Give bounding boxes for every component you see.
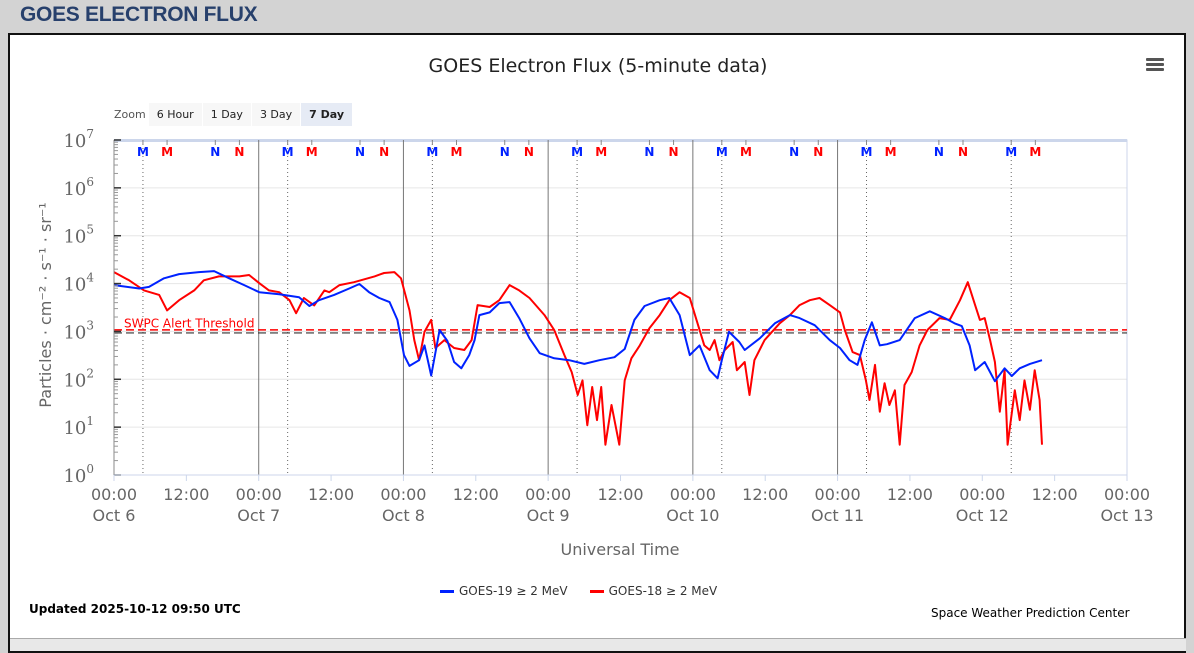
x-tick-time: 00:00 (959, 485, 1005, 504)
marker-n: N (934, 145, 944, 159)
zoom-1-day-button[interactable]: 1 Day (202, 103, 251, 126)
chart-title: GOES Electron Flux (5-minute data) (429, 55, 768, 77)
marker-m: M (426, 145, 438, 159)
x-tick-time: 00:00 (815, 485, 861, 504)
marker-m: M (885, 145, 897, 159)
x-tick-date: Oct 10 (666, 506, 719, 525)
x-tick-time: 00:00 (1104, 485, 1150, 504)
series-line-goes18 (113, 271, 1043, 446)
x-tick-time: 00:00 (236, 485, 282, 504)
updated-timestamp: Updated 2025-10-12 09:50 UTC (29, 602, 241, 616)
zoom-selector: Zoom 6 Hour 1 Day 3 Day 7 Day (114, 103, 353, 126)
marker-m: M (716, 145, 728, 159)
page-title: GOES ELECTRON FLUX (20, 3, 258, 26)
threshold-label: SWPC Alert Threshold (124, 316, 254, 330)
bottom-tab-strip (10, 638, 1186, 651)
x-tick-time: 00:00 (525, 485, 571, 504)
x-axis: 00:00 Oct 6 12:00 00:00 Oct 7 12:00 00:00 Oct 8… (91, 474, 1154, 525)
marker-n: N (789, 145, 799, 159)
x-tick-date: Oct 7 (237, 506, 280, 525)
y-tick-label: 101 (63, 414, 94, 439)
marker-m: M (1005, 145, 1017, 159)
legend: GOES-19 ≥ 2 MeV GOES-18 ≥ 2 MeV (440, 584, 739, 598)
marker-m: M (282, 145, 294, 159)
vertical-lines (142, 140, 1012, 475)
credit-text: Space Weather Prediction Center (931, 606, 1130, 620)
x-tick-time: 12:00 (1032, 485, 1078, 504)
marker-n: N (958, 145, 968, 159)
x-tick-time: 12:00 (887, 485, 933, 504)
x-tick-date: Oct 8 (382, 506, 425, 525)
y-tick-label: 106 (63, 175, 94, 200)
x-tick-date: Oct 9 (527, 506, 570, 525)
marker-m: M (306, 145, 318, 159)
marker-m: M (595, 145, 607, 159)
x-tick-time: 12:00 (597, 485, 643, 504)
marker-n: N (210, 145, 220, 159)
x-tick-time: 00:00 (380, 485, 426, 504)
x-tick-time: 12:00 (308, 485, 354, 504)
marker-n: N (669, 145, 679, 159)
zoom-6-hour-button[interactable]: 6 Hour (148, 103, 202, 126)
legend-item-goes18[interactable]: GOES-18 ≥ 2 MeV (589, 584, 718, 598)
x-tick-date: Oct 6 (93, 506, 136, 525)
series-group (113, 270, 1043, 446)
hamburger-menu-icon[interactable] (1146, 58, 1164, 72)
y-tick-label: 105 (63, 223, 94, 248)
y-axis-label: Particles · cm⁻² · s⁻¹ · sr⁻¹ (36, 202, 55, 407)
y-axis: 100 101 102 103 104 105 106 107 (63, 127, 121, 487)
x-tick-time: 00:00 (670, 485, 716, 504)
marker-n: N (355, 145, 365, 159)
marker-n: N (234, 145, 244, 159)
legend-swatch-blue (440, 589, 454, 593)
x-tick-date: Oct 12 (956, 506, 1009, 525)
x-tick-time: 12:00 (742, 485, 788, 504)
zoom-3-day-button[interactable]: 3 Day (251, 103, 301, 126)
x-tick-date: Oct 13 (1100, 506, 1153, 525)
marker-n: N (644, 145, 654, 159)
zoom-label: Zoom (114, 108, 146, 121)
marker-m: M (861, 145, 873, 159)
legend-item-goes19[interactable]: GOES-19 ≥ 2 MeV (440, 584, 568, 598)
x-tick-time: 12:00 (163, 485, 209, 504)
zoom-7-day-button[interactable]: 7 Day (301, 103, 353, 126)
legend-label: GOES-18 ≥ 2 MeV (608, 584, 718, 598)
x-tick-time: 00:00 (91, 485, 137, 504)
marker-n: N (524, 145, 534, 159)
x-tick-time: 12:00 (453, 485, 499, 504)
marker-m: M (571, 145, 583, 159)
marker-m: M (1029, 145, 1041, 159)
threshold: SWPC Alert Threshold (114, 316, 1127, 334)
x-tick-date: Oct 11 (811, 506, 864, 525)
y-tick-label: 107 (63, 127, 94, 152)
series-line-goes19 (113, 270, 1043, 383)
marker-n: N (500, 145, 510, 159)
marker-n: N (813, 145, 823, 159)
legend-label: GOES-19 ≥ 2 MeV (459, 584, 568, 598)
marker-n: N (379, 145, 389, 159)
markers: M M M M M M MM M M M M M MN N N N N NN N N N N N (137, 140, 1041, 159)
marker-m: M (451, 145, 463, 159)
y-tick-label: 100 (63, 462, 94, 487)
y-tick-label: 104 (63, 271, 94, 296)
y-tick-label: 103 (63, 318, 94, 343)
marker-m: M (740, 145, 752, 159)
marker-m: M (137, 145, 149, 159)
chart-panel (8, 33, 1186, 653)
x-axis-label: Universal Time (560, 540, 679, 559)
legend-swatch-red (589, 589, 604, 593)
marker-m: M (161, 145, 173, 159)
y-tick-label: 102 (63, 366, 94, 391)
